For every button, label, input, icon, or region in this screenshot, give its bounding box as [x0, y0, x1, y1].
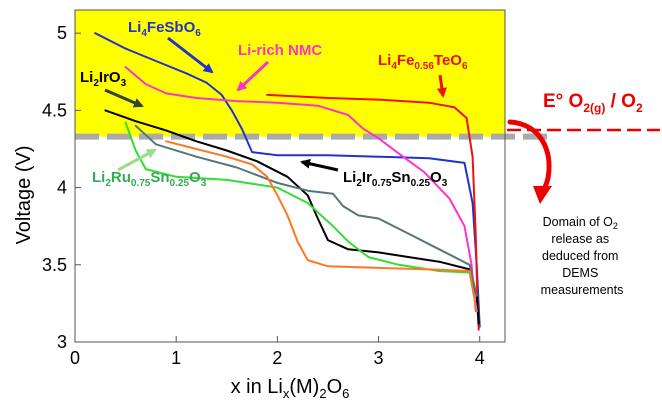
x-tick-label: 3	[374, 348, 384, 368]
series-line-6	[165, 140, 478, 313]
domain-note: Domain of O2 release as deduced from DEM…	[541, 215, 624, 297]
y-tick-label: 5	[57, 23, 67, 43]
y-tick-label: 3	[57, 332, 67, 352]
reference-line-label: E° O2(g) / O2	[543, 91, 643, 115]
series-line-1	[124, 66, 477, 313]
axis-ticks: 0 1 2 3 4 3 3.5 4 4.5 5	[42, 23, 485, 368]
label-li-rich-nmc: Li-rich NMC	[238, 42, 322, 59]
label-li2ir075sn025o3: Li2Ir0.75Sn0.25O3	[343, 169, 448, 189]
x-tick-label: 4	[475, 348, 485, 368]
x-tick-label: 0	[70, 348, 80, 368]
label-li4fesbo6: Li4FeSbO6	[128, 19, 201, 39]
annotation-arrow-icon	[236, 60, 270, 92]
series-line-2	[266, 93, 480, 331]
annotation-arrow-icon	[104, 88, 144, 108]
plot-frame	[74, 9, 506, 343]
domain-arrow-icon	[507, 119, 552, 195]
oxygen-release-region	[75, 10, 505, 137]
annotation-arrow-icon	[436, 74, 447, 98]
y-tick-label: 4	[57, 178, 67, 198]
label-li2iro3: Li2IrO3	[80, 69, 127, 89]
x-tick-label: 1	[171, 348, 181, 368]
label-li2ru075sn025o3: Li2Ru0.75Sn0.25O3	[92, 169, 207, 189]
y-tick-label: 4.5	[42, 100, 67, 120]
y-axis-title: Voltage (V)	[13, 146, 35, 245]
x-axis-title: x in Lix(M)2O6	[231, 376, 350, 400]
series-line-0	[94, 32, 481, 328]
domain-arrow-head-icon	[533, 186, 552, 204]
annotation-arrows	[104, 36, 447, 172]
y-tick-label: 3.5	[42, 255, 67, 275]
series-line-5	[134, 124, 478, 297]
annotation-arrow-icon	[300, 158, 339, 172]
x-tick-label: 2	[272, 348, 282, 368]
annotation-arrow-icon	[167, 36, 214, 74]
series-group	[94, 32, 481, 331]
annotation-arrow-icon	[117, 148, 157, 172]
label-li4fe056teo6: Li4Fe0.56TeO6	[378, 52, 468, 72]
series-line-3	[104, 109, 480, 325]
